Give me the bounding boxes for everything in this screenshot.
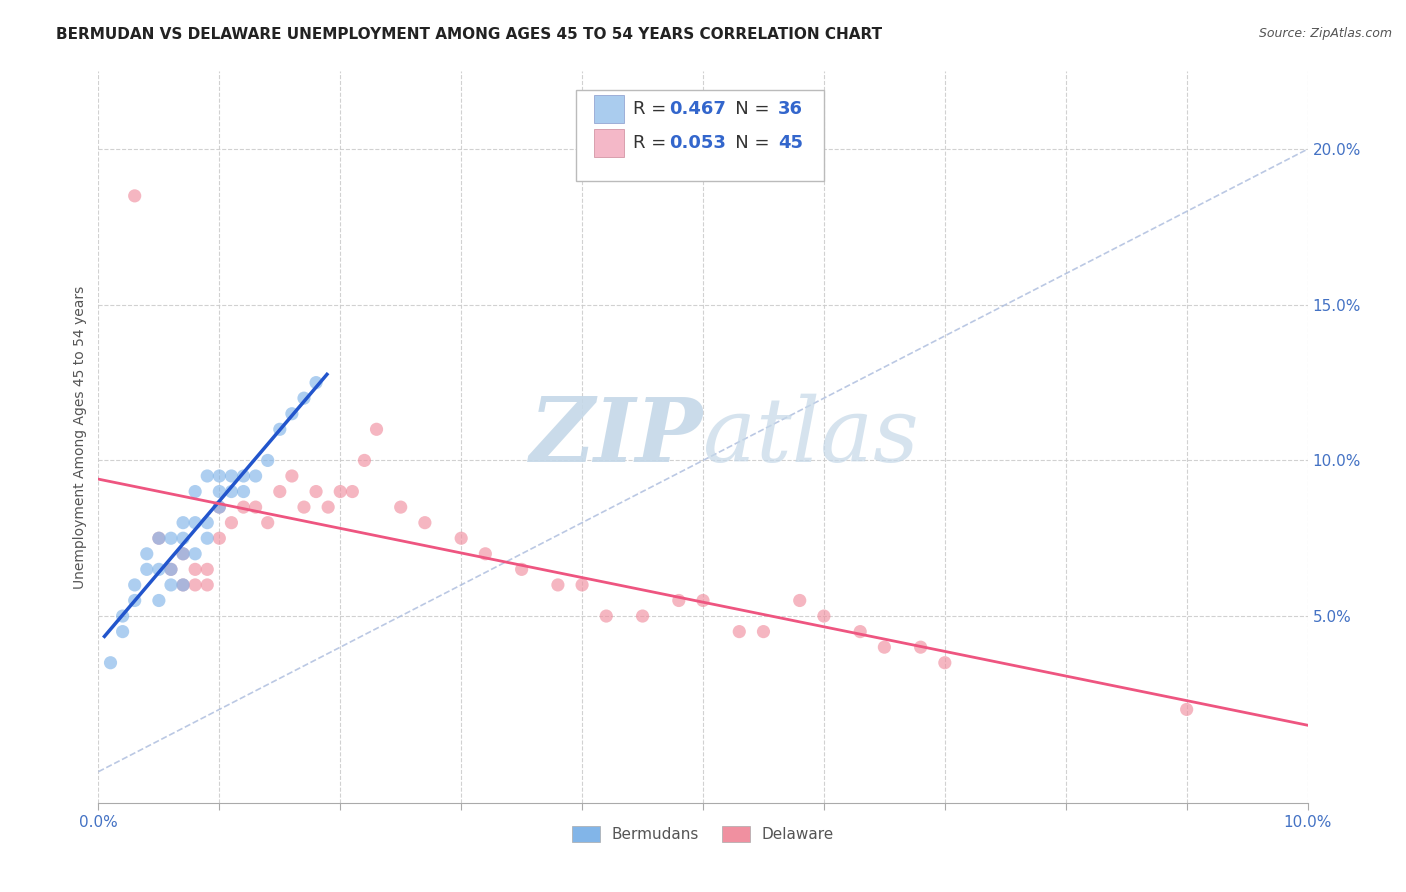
- Point: [208, 531, 231, 545]
- Text: R =: R =: [633, 134, 672, 152]
- Point: [910, 640, 932, 655]
- Point: [172, 547, 194, 561]
- Point: [728, 624, 751, 639]
- Point: [873, 640, 896, 655]
- Point: [172, 578, 194, 592]
- Point: [195, 562, 218, 576]
- Point: [195, 516, 218, 530]
- Point: [752, 624, 775, 639]
- Point: [934, 656, 956, 670]
- Point: [668, 593, 690, 607]
- Point: [305, 376, 328, 390]
- Point: [160, 562, 183, 576]
- Point: [232, 500, 254, 515]
- Point: [195, 531, 218, 545]
- Point: [281, 407, 304, 421]
- Point: [329, 484, 352, 499]
- Point: [413, 516, 436, 530]
- Point: [111, 609, 134, 624]
- Point: [160, 531, 183, 545]
- Point: [195, 469, 218, 483]
- Point: [184, 578, 207, 592]
- Point: [692, 593, 714, 607]
- Point: [160, 578, 183, 592]
- Text: R =: R =: [633, 101, 672, 119]
- Text: N =: N =: [717, 101, 775, 119]
- Point: [631, 609, 654, 624]
- Point: [292, 391, 315, 405]
- Bar: [595, 129, 624, 157]
- Text: 0.053: 0.053: [669, 134, 725, 152]
- Point: [208, 484, 231, 499]
- Point: [148, 562, 170, 576]
- Text: atlas: atlas: [703, 393, 918, 481]
- Point: [245, 500, 267, 515]
- Point: [256, 516, 278, 530]
- Point: [232, 484, 254, 499]
- Point: [353, 453, 375, 467]
- Point: [148, 531, 170, 545]
- Point: [510, 562, 533, 576]
- Bar: [595, 95, 624, 123]
- Point: [1175, 702, 1198, 716]
- Point: [849, 624, 872, 639]
- Point: [281, 469, 304, 483]
- Point: [342, 484, 364, 499]
- Point: [256, 453, 278, 467]
- Text: 45: 45: [778, 134, 803, 152]
- Point: [124, 593, 146, 607]
- Point: [135, 547, 157, 561]
- Point: [172, 516, 194, 530]
- Point: [172, 547, 194, 561]
- Point: [474, 547, 496, 561]
- Point: [135, 562, 157, 576]
- Point: [316, 500, 339, 515]
- Point: [813, 609, 835, 624]
- Point: [184, 547, 207, 561]
- Point: [221, 516, 243, 530]
- Point: [160, 562, 183, 576]
- Text: BERMUDAN VS DELAWARE UNEMPLOYMENT AMONG AGES 45 TO 54 YEARS CORRELATION CHART: BERMUDAN VS DELAWARE UNEMPLOYMENT AMONG …: [56, 27, 883, 42]
- Point: [208, 469, 231, 483]
- Point: [450, 531, 472, 545]
- Point: [221, 469, 243, 483]
- Point: [111, 624, 134, 639]
- Legend: Bermudans, Delaware: Bermudans, Delaware: [564, 819, 842, 850]
- Point: [269, 422, 291, 436]
- Point: [232, 469, 254, 483]
- Point: [269, 484, 291, 499]
- Text: 0.467: 0.467: [669, 101, 725, 119]
- Point: [172, 578, 194, 592]
- Point: [366, 422, 388, 436]
- Text: ZIP: ZIP: [530, 394, 703, 480]
- Point: [595, 609, 617, 624]
- Point: [148, 531, 170, 545]
- Y-axis label: Unemployment Among Ages 45 to 54 years: Unemployment Among Ages 45 to 54 years: [73, 285, 87, 589]
- Point: [389, 500, 412, 515]
- Point: [172, 531, 194, 545]
- Point: [245, 469, 267, 483]
- Text: N =: N =: [717, 134, 775, 152]
- Text: 36: 36: [778, 101, 803, 119]
- Point: [195, 578, 218, 592]
- Point: [208, 500, 231, 515]
- Point: [292, 500, 315, 515]
- Point: [184, 562, 207, 576]
- Point: [208, 500, 231, 515]
- Text: Source: ZipAtlas.com: Source: ZipAtlas.com: [1258, 27, 1392, 40]
- Point: [124, 578, 146, 592]
- Point: [547, 578, 569, 592]
- Point: [789, 593, 811, 607]
- Point: [148, 593, 170, 607]
- Point: [124, 189, 146, 203]
- FancyBboxPatch shape: [576, 90, 824, 181]
- Point: [184, 516, 207, 530]
- Point: [221, 484, 243, 499]
- Point: [184, 484, 207, 499]
- Point: [100, 656, 122, 670]
- Point: [571, 578, 593, 592]
- Point: [305, 484, 328, 499]
